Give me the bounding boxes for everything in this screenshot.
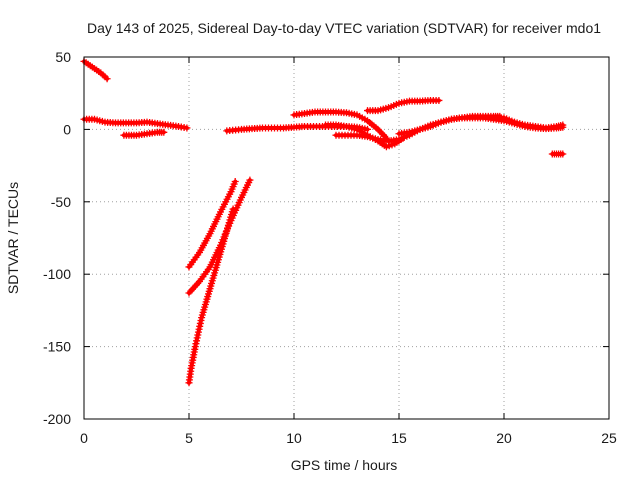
axis-ticks: 0 5 10 15 20 25 -200 -150 -100 -50 0 50	[43, 49, 617, 446]
y-tick-label: 0	[63, 121, 71, 137]
series-s8	[290, 108, 390, 142]
x-tick-label: 25	[601, 430, 617, 446]
series-s6	[185, 205, 237, 387]
series-s5	[185, 176, 254, 297]
y-axis-label: SDTVAR / TECUs	[5, 182, 21, 294]
plus-markers	[185, 178, 239, 271]
y-tick-label: -150	[43, 339, 71, 355]
plus-markers	[120, 128, 168, 139]
plot-frame	[83, 56, 610, 420]
x-axis-label: GPS time / hours	[291, 457, 398, 473]
x-tick-label: 10	[286, 430, 302, 446]
x-tick-label: 5	[185, 430, 193, 446]
y-tick-label: 50	[55, 49, 71, 65]
plus-markers	[185, 205, 237, 387]
data-layer	[80, 57, 567, 387]
plus-markers	[490, 114, 567, 132]
y-tick-label: -100	[43, 266, 71, 282]
x-tick-label: 0	[80, 430, 88, 446]
series-s1	[80, 57, 111, 83]
plus-markers	[185, 176, 254, 297]
series-s4	[185, 178, 239, 271]
series-s3	[120, 128, 168, 139]
y-tick-label: -50	[51, 194, 71, 210]
series-s14	[548, 150, 567, 158]
x-tick-label: 20	[496, 430, 512, 446]
series-s11	[364, 96, 443, 115]
plus-markers	[80, 57, 111, 83]
x-tick-label: 15	[391, 430, 407, 446]
plus-markers	[548, 150, 567, 158]
plus-markers	[290, 108, 390, 142]
series-s12	[395, 112, 504, 138]
plus-markers	[395, 112, 504, 138]
plus-markers	[364, 96, 443, 115]
y-tick-label: -200	[43, 411, 71, 427]
series-s13	[490, 114, 567, 132]
chart-title: Day 143 of 2025, Sidereal Day-to-day VTE…	[87, 20, 601, 36]
